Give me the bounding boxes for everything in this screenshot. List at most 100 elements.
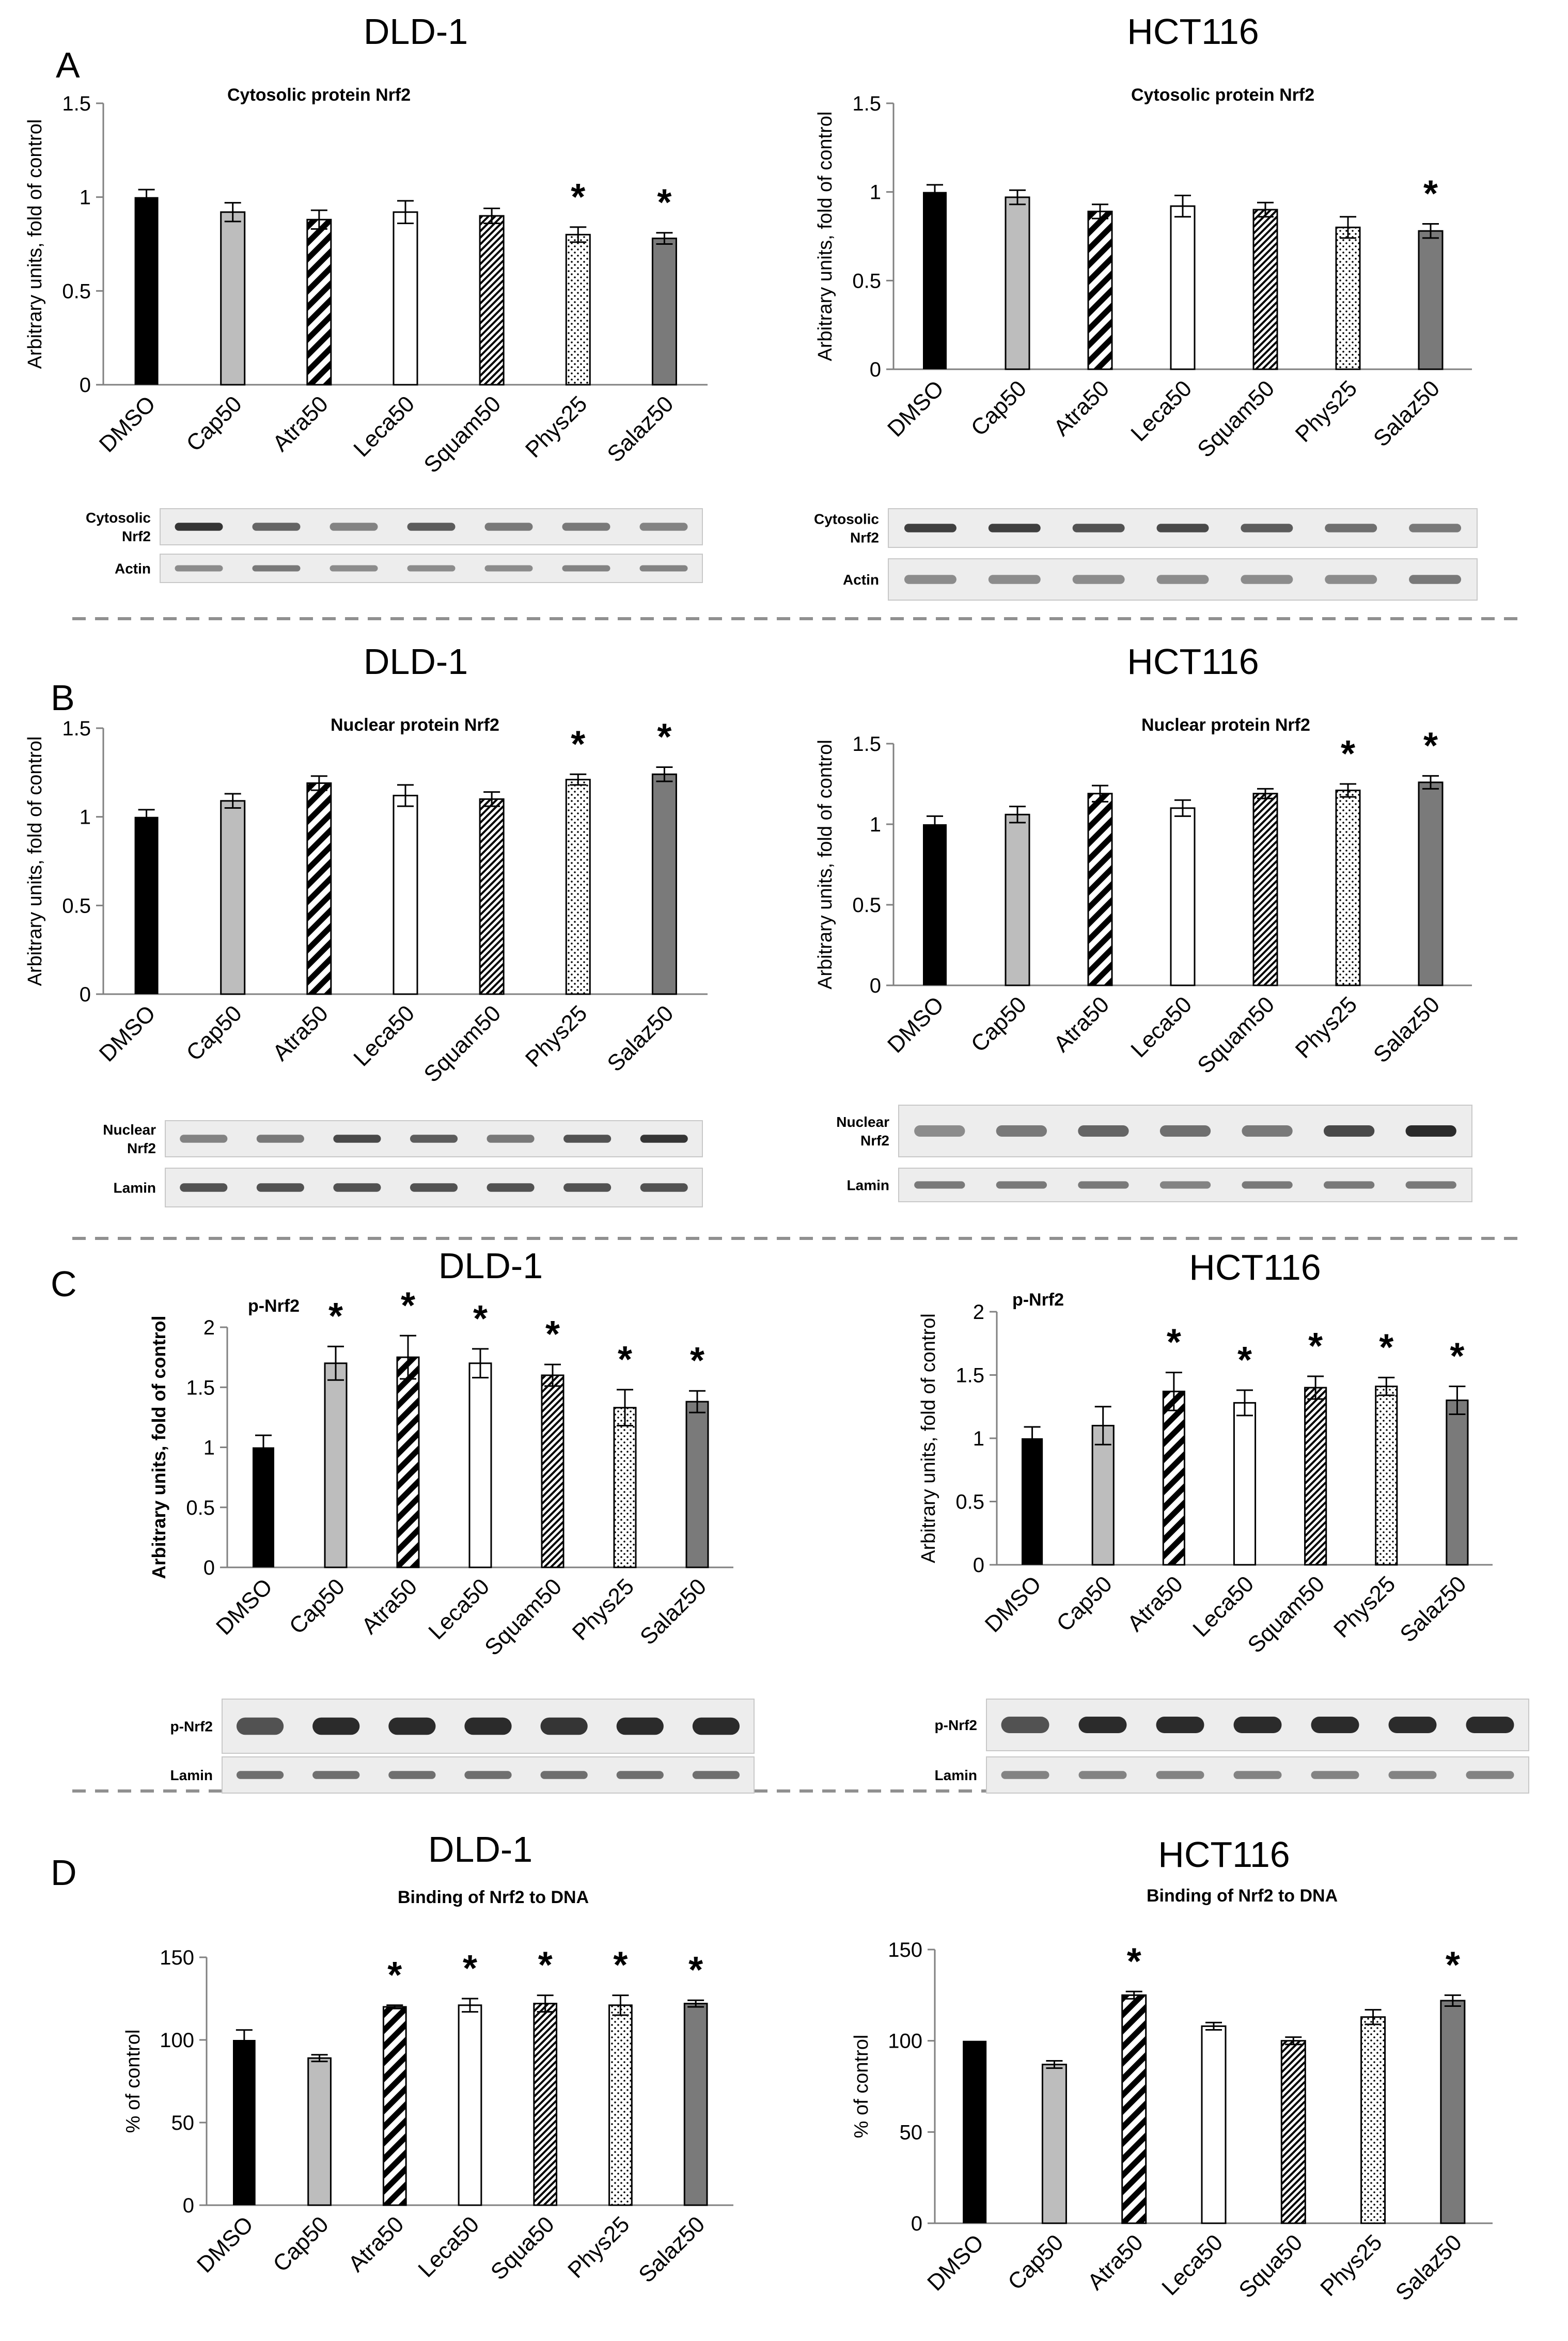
blot-band bbox=[1233, 1771, 1282, 1779]
x-tick-label: Cap50 bbox=[966, 992, 1031, 1057]
blot-strip: Cytosolic Nrf2 bbox=[86, 508, 703, 545]
y-axis-label: Arbitrary units, fold of control bbox=[918, 1313, 939, 1563]
x-tick-label: Phys25 bbox=[563, 2211, 634, 2283]
blot-band bbox=[1078, 1717, 1127, 1733]
significance-asterisk: * bbox=[545, 1314, 560, 1355]
chart-title: p-Nrf2 bbox=[1012, 1290, 1064, 1310]
bar-phys25 bbox=[613, 1407, 637, 1568]
chart-a-hct116: HCT116 Cytosolic protein Nrf2 0 0.5 1 1.5 Arbi… bbox=[814, 11, 1478, 601]
bar-phys25 bbox=[1360, 2016, 1386, 2224]
significance-asterisk: * bbox=[1423, 173, 1438, 214]
blot-band bbox=[388, 1771, 436, 1779]
bar-cap50 bbox=[324, 1362, 348, 1568]
bar-cap50 bbox=[307, 2057, 332, 2206]
y-tick-label: 1.5 bbox=[62, 717, 91, 740]
blot-band bbox=[1242, 1125, 1293, 1137]
cell-line-title: HCT116 bbox=[1189, 1247, 1321, 1287]
blot-strip: Lamin bbox=[935, 1756, 1529, 1794]
y-axis-label: Arbitrary units, fold of control bbox=[814, 740, 836, 989]
blot-label: Lamin bbox=[935, 1767, 977, 1783]
blot-band bbox=[914, 1125, 965, 1137]
x-tick-label: Squam50 bbox=[1193, 375, 1279, 462]
blot-band bbox=[1156, 1717, 1204, 1733]
blot-label: Cytosolic bbox=[86, 510, 151, 526]
blot-band bbox=[256, 1135, 304, 1143]
cell-line-title: DLD-1 bbox=[428, 1829, 532, 1869]
y-tick-label: 1 bbox=[80, 806, 91, 829]
x-tick-label: Salaz50 bbox=[634, 2211, 710, 2287]
blot-strip: Actin bbox=[843, 558, 1478, 601]
bar-cap50 bbox=[1091, 1425, 1115, 1566]
blot-band bbox=[640, 1183, 688, 1192]
y-tick-label: 0.5 bbox=[62, 280, 91, 303]
blot-band bbox=[616, 1717, 664, 1735]
chart-title: Binding of Nrf2 to DNA bbox=[1147, 1886, 1338, 1906]
x-tick-label: Cap50 bbox=[285, 1574, 350, 1639]
blot-band bbox=[904, 575, 957, 584]
x-tick-label: DMSO bbox=[980, 1571, 1046, 1637]
bar-dmso bbox=[253, 1447, 274, 1567]
x-tick-label: Salaz50 bbox=[1391, 2229, 1467, 2305]
bar-salaz50 bbox=[1446, 1400, 1469, 1566]
chart-title: p-Nrf2 bbox=[248, 1296, 300, 1316]
bar-squa50 bbox=[1280, 2040, 1306, 2224]
significance-asterisk: * bbox=[1423, 725, 1438, 766]
blot-band bbox=[252, 565, 301, 572]
blot-band bbox=[988, 575, 1041, 584]
x-tick-label: Leca50 bbox=[1126, 992, 1197, 1062]
y-tick-label: 0.5 bbox=[62, 894, 91, 917]
blot-band bbox=[1156, 1771, 1204, 1779]
bar-phys25 bbox=[1335, 226, 1361, 370]
x-tick-label: Salaz50 bbox=[602, 391, 678, 467]
bar-salaz50 bbox=[685, 1401, 709, 1568]
blot-band bbox=[1323, 1125, 1375, 1137]
y-tick-label: 0 bbox=[911, 2212, 922, 2235]
y-tick-label: 2 bbox=[203, 1316, 215, 1339]
blot-band bbox=[988, 524, 1041, 532]
x-tick-label: Squa50 bbox=[486, 2211, 559, 2285]
bar-squa50 bbox=[533, 2003, 558, 2206]
y-tick-label: 1 bbox=[973, 1427, 984, 1450]
bar-leca50 bbox=[393, 794, 418, 995]
blot-band bbox=[1311, 1771, 1359, 1779]
x-tick-label: DMSO bbox=[211, 1574, 277, 1640]
x-tick-label: Phys25 bbox=[568, 1574, 639, 1645]
x-tick-label: Atra50 bbox=[1083, 2229, 1148, 2295]
y-tick-label: 0 bbox=[80, 983, 91, 1006]
y-tick-label: 100 bbox=[160, 2029, 194, 2052]
bar-squam50 bbox=[479, 215, 505, 386]
cell-line-title: HCT116 bbox=[1127, 11, 1259, 52]
blot-strip: Cytosolic Nrf2 bbox=[814, 508, 1478, 548]
x-tick-label: Salaz50 bbox=[1369, 992, 1445, 1067]
bar-leca50 bbox=[1201, 2025, 1227, 2224]
bar-atra50 bbox=[1121, 1994, 1147, 2224]
x-tick-label: Phys25 bbox=[1315, 2229, 1387, 2301]
x-tick-label: Salaz50 bbox=[1369, 375, 1445, 451]
blot-label: Lamin bbox=[170, 1767, 213, 1783]
bar-atra50 bbox=[306, 782, 332, 995]
bar-phys25 bbox=[1335, 789, 1361, 986]
bar-squam50 bbox=[1252, 793, 1278, 986]
x-tick-label: Atra50 bbox=[343, 2211, 409, 2276]
x-tick-label: Phys25 bbox=[1291, 375, 1362, 447]
y-tick-label: 1 bbox=[870, 181, 881, 204]
blot-label: Nrf2 bbox=[850, 530, 879, 546]
bar-phys25 bbox=[1375, 1386, 1398, 1566]
blot-band bbox=[410, 1183, 458, 1192]
bar-squam50 bbox=[1304, 1387, 1327, 1566]
blot-label: Lamin bbox=[847, 1177, 889, 1193]
x-tick-label: Squam50 bbox=[1193, 992, 1279, 1078]
cell-line-title: DLD-1 bbox=[364, 641, 468, 682]
blot-label: Nuclear bbox=[103, 1122, 156, 1138]
blot-band bbox=[1156, 575, 1209, 584]
blot-label: Lamin bbox=[114, 1180, 156, 1196]
blot-label: p-Nrf2 bbox=[170, 1719, 213, 1735]
bar-phys25 bbox=[565, 779, 591, 995]
y-axis-label: Arbitrary units, fold of control bbox=[148, 1316, 169, 1579]
bar-atra50 bbox=[1087, 793, 1113, 986]
bar-salaz50 bbox=[651, 773, 677, 995]
y-axis-label: % of control bbox=[851, 2035, 872, 2139]
significance-asterisk: * bbox=[1167, 1322, 1181, 1363]
chart-d-hct116: HCT116 Binding of Nrf2 to DNA 0 50 100 150 % o… bbox=[851, 1834, 1493, 2306]
y-tick-label: 0.5 bbox=[186, 1497, 215, 1519]
